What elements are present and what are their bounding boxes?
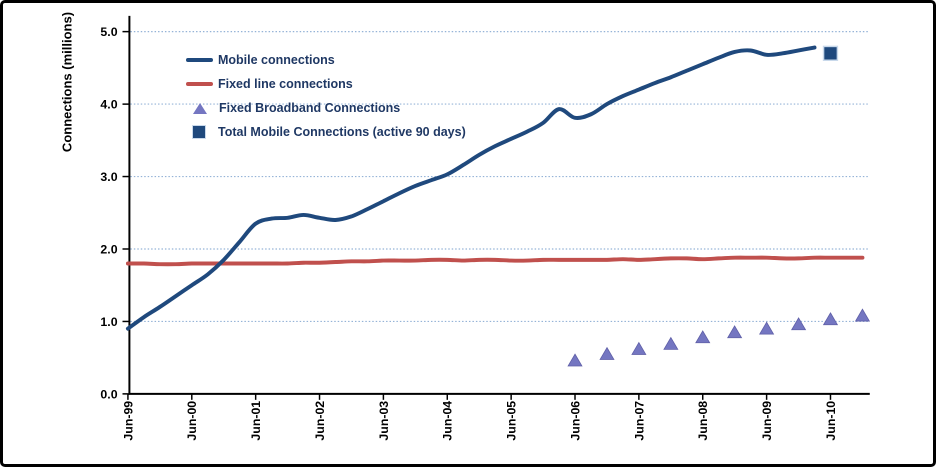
x-tick-label: Jun-09: [760, 401, 774, 441]
x-tick-label: Jun-05: [505, 401, 519, 441]
x-tick-label: Jun-10: [824, 401, 838, 441]
total-mobile-square-swatch-icon: [192, 125, 206, 139]
legend-label: Fixed line connections: [218, 77, 353, 91]
legend-label: Fixed Broadband Connections: [219, 101, 401, 115]
fixed-line-connections-line: [125, 255, 865, 267]
x-tick-label: Jun-02: [313, 401, 327, 441]
y-axis-title: Connections (millions): [59, 11, 75, 153]
fixed-broadband-connections-marker: [822, 312, 839, 326]
fixed-broadband-connections-marker: [567, 353, 583, 367]
total-mobile-connections-active-90-days-marker: [822, 45, 839, 61]
plot-area: 0.0 1.0 2.0 3.0 4.0 5.0 Jun-99 Jun-00 Jun-01 Jun-…: [100, 15, 871, 441]
fixed-broadband-connections-marker: [727, 325, 743, 339]
broadband-triangle-swatch-icon: [193, 102, 207, 114]
y-tick-label: 1.0: [100, 315, 117, 329]
y-tick-label: 0.0: [100, 387, 117, 401]
fixed-broadband-connections-marker: [854, 308, 871, 322]
y-tick-label: 2.0: [100, 242, 117, 256]
mobile-line-swatch-icon: [186, 58, 213, 62]
legend-item-fixed-broadband-connections: Fixed Broadband Connections: [186, 96, 466, 120]
x-tick-label: Jun-00: [185, 401, 199, 441]
x-tick-label: Jun-08: [696, 401, 710, 441]
mobile-connections-line: [125, 45, 817, 331]
fixed-broadband-connections-marker: [631, 341, 647, 355]
fixed-broadband-connections-marker: [790, 317, 807, 331]
y-tick-label: 3.0: [100, 170, 117, 184]
legend-item-fixed-line-connections: Fixed line connections: [186, 72, 466, 96]
x-tick-label: Jun-01: [249, 401, 263, 441]
legend-item-mobile-connections: Mobile connections: [186, 48, 466, 72]
x-tick-label: Jun-04: [441, 401, 455, 441]
fixed-broadband-connections-marker: [695, 330, 711, 344]
legend: Mobile connections Fixed line connection…: [186, 48, 466, 144]
x-tick-label: Jun-99: [121, 401, 135, 441]
fixed-broadband-connections-marker: [759, 321, 775, 335]
x-tick-label: Jun-07: [632, 401, 646, 441]
y-tick-label: 5.0: [100, 25, 117, 39]
legend-label: Total Mobile Connections (active 90 days…: [218, 125, 466, 139]
fixed-broadband-connections-marker: [663, 336, 679, 350]
fixed-line-swatch-icon: [186, 82, 213, 86]
x-tick-label: Jun-06: [568, 401, 582, 441]
fixed-broadband-connections-marker: [599, 346, 615, 360]
y-tick-label: 4.0: [100, 98, 117, 112]
legend-label: Mobile connections: [218, 53, 335, 67]
x-tick-label: Jun-03: [377, 401, 391, 441]
legend-item-total-mobile-connections: Total Mobile Connections (active 90 days…: [186, 120, 466, 144]
